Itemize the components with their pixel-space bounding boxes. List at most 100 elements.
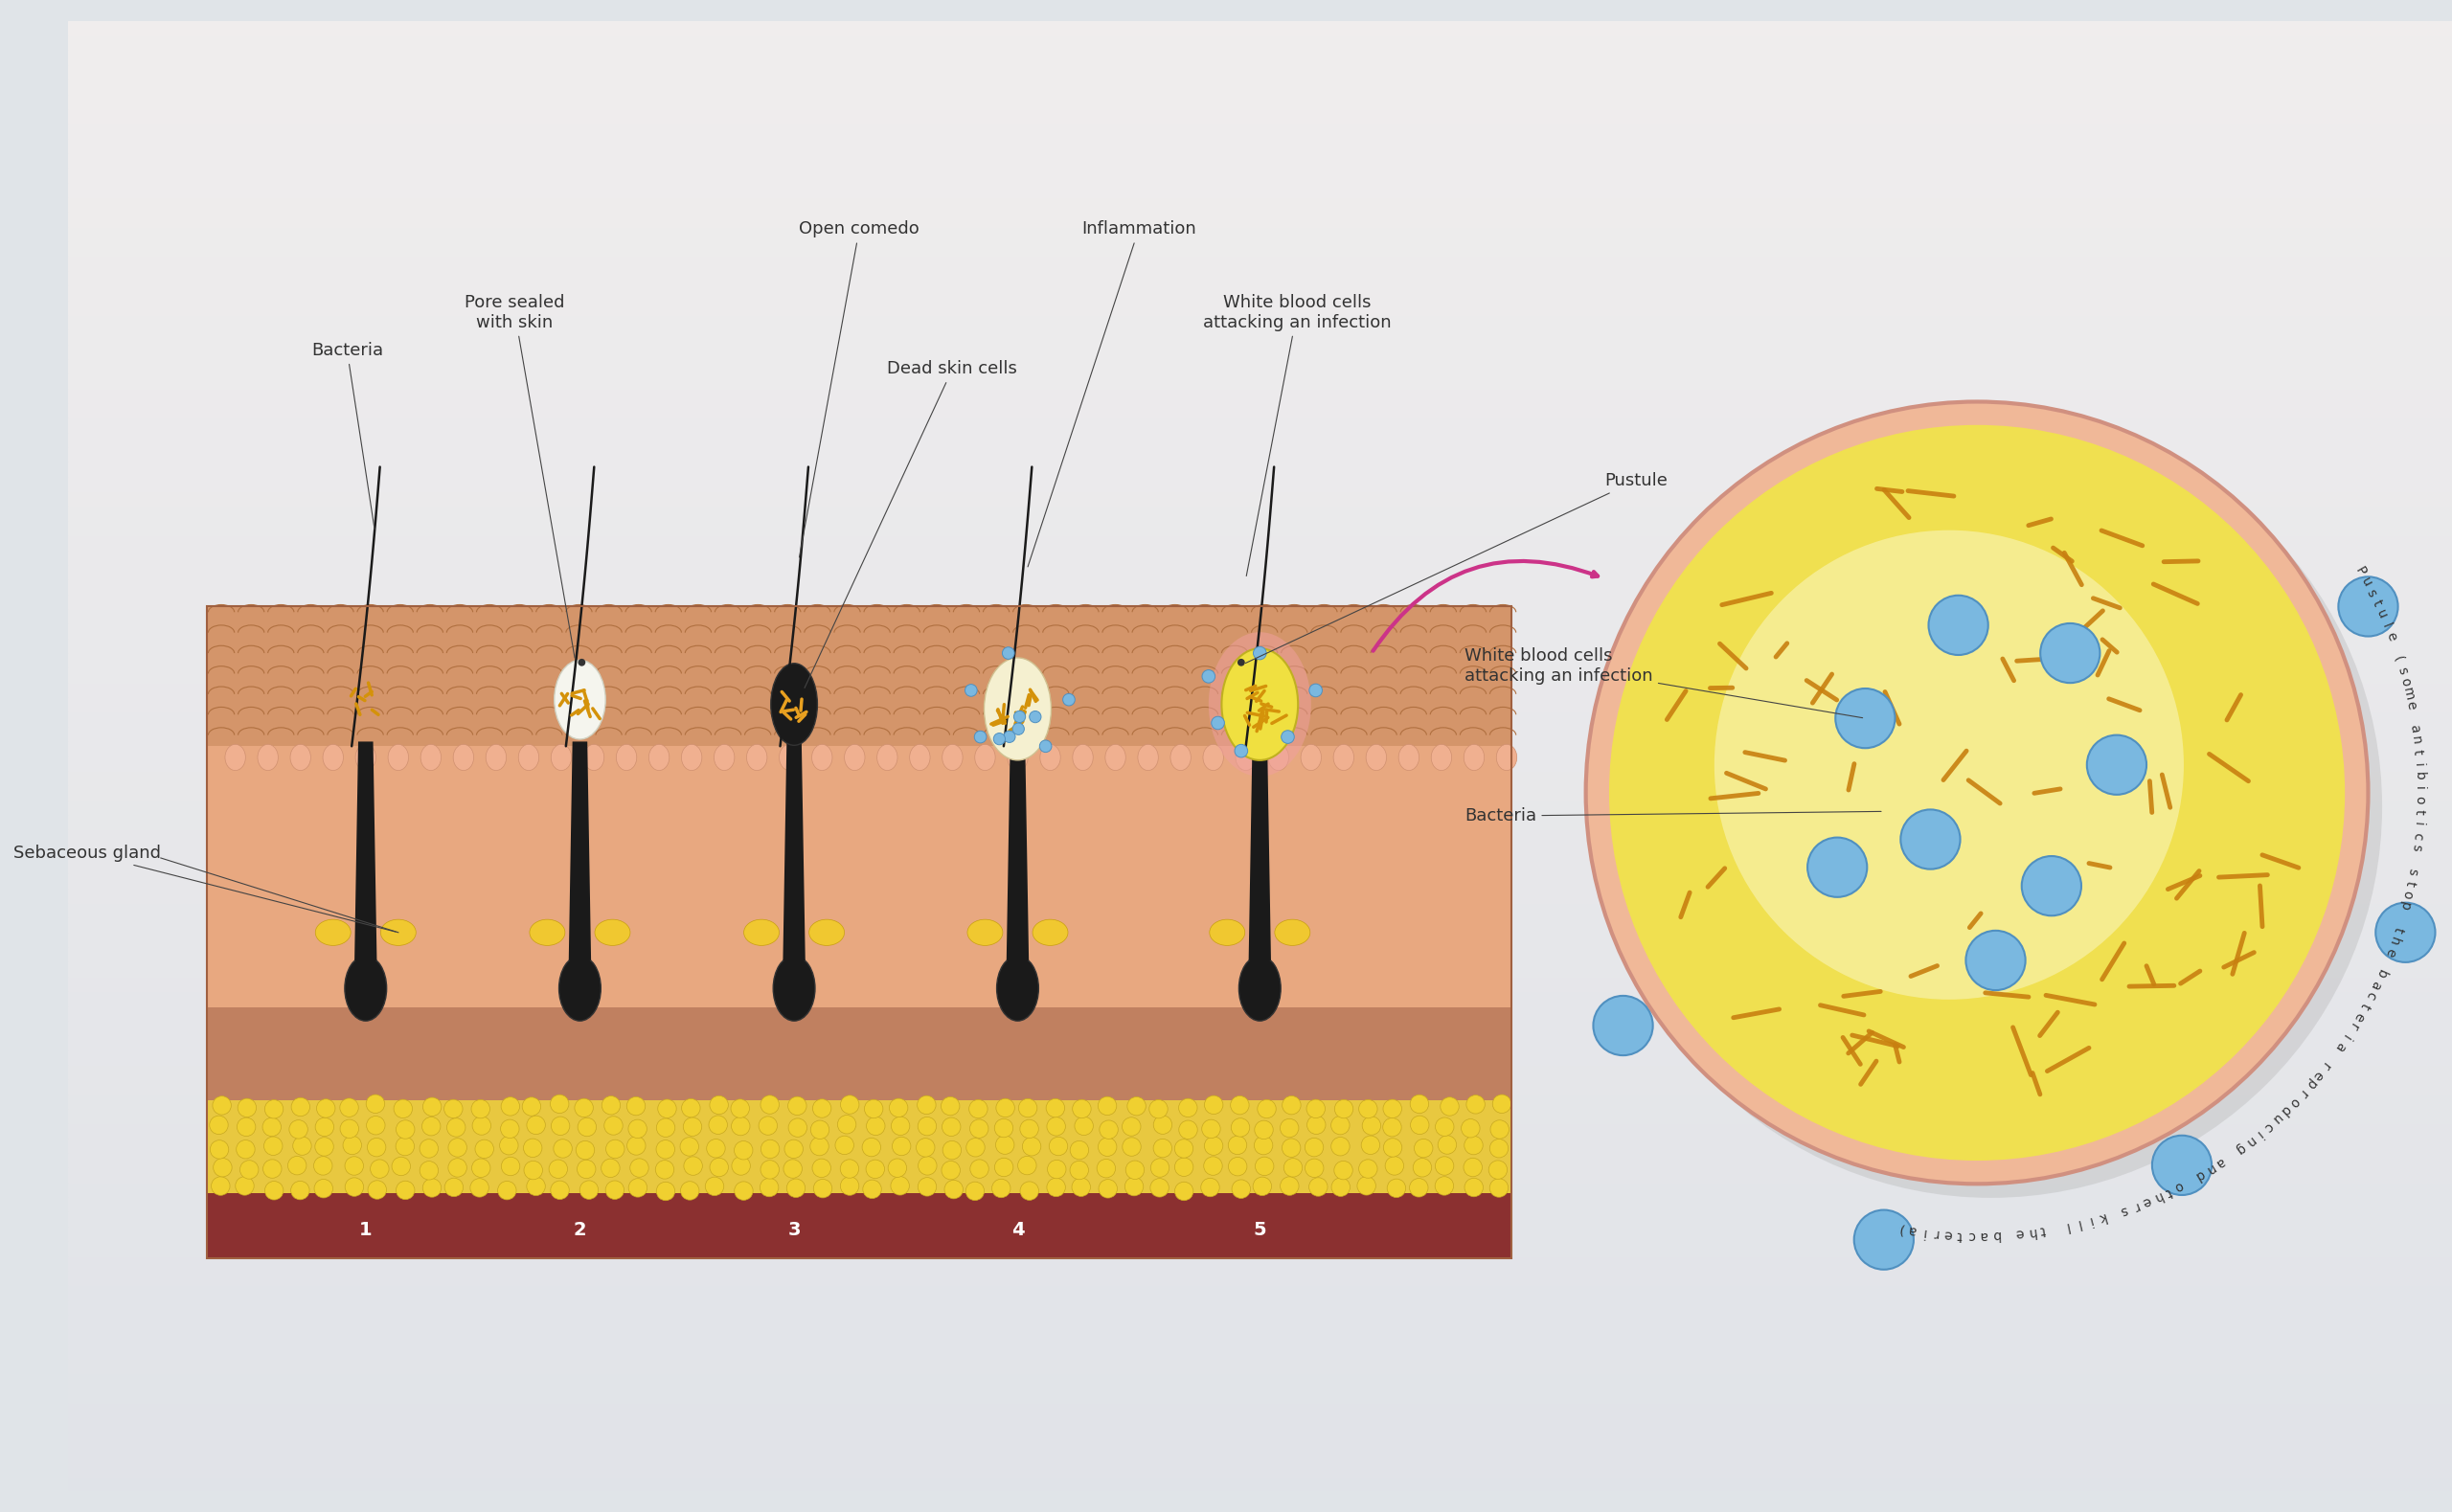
Circle shape bbox=[1236, 744, 1248, 758]
Circle shape bbox=[2153, 1136, 2212, 1194]
Bar bbox=[69, 242, 2452, 256]
Circle shape bbox=[657, 1119, 674, 1137]
Circle shape bbox=[314, 1179, 333, 1198]
Ellipse shape bbox=[1334, 744, 1354, 771]
Bar bbox=[69, 1095, 2452, 1108]
Circle shape bbox=[1410, 1178, 1427, 1198]
Circle shape bbox=[917, 1178, 937, 1196]
Circle shape bbox=[238, 1117, 255, 1136]
Bar bbox=[69, 697, 2452, 712]
Bar bbox=[69, 1211, 2452, 1226]
Circle shape bbox=[1331, 1178, 1351, 1196]
Bar bbox=[69, 1154, 2452, 1167]
Circle shape bbox=[1415, 1139, 1432, 1158]
Text: t: t bbox=[2413, 809, 2425, 815]
Circle shape bbox=[657, 1182, 674, 1201]
Text: o: o bbox=[2285, 1095, 2302, 1110]
Circle shape bbox=[1074, 1117, 1094, 1136]
Circle shape bbox=[890, 1176, 910, 1194]
FancyBboxPatch shape bbox=[208, 606, 1510, 747]
Circle shape bbox=[709, 1096, 728, 1114]
Circle shape bbox=[1098, 1096, 1116, 1116]
Circle shape bbox=[292, 1098, 309, 1116]
Bar bbox=[69, 1462, 2452, 1476]
Circle shape bbox=[1020, 1181, 1040, 1201]
Ellipse shape bbox=[257, 744, 277, 771]
Circle shape bbox=[1253, 647, 1265, 659]
Text: i: i bbox=[2339, 1031, 2354, 1042]
Circle shape bbox=[1047, 1160, 1067, 1178]
Circle shape bbox=[2023, 856, 2082, 916]
Text: Sebaceous gland: Sebaceous gland bbox=[12, 845, 395, 931]
Circle shape bbox=[346, 1178, 363, 1196]
Circle shape bbox=[1282, 1096, 1302, 1114]
Circle shape bbox=[1072, 1099, 1091, 1119]
Text: t: t bbox=[2040, 1223, 2047, 1237]
Circle shape bbox=[419, 1139, 439, 1158]
Circle shape bbox=[422, 1178, 441, 1198]
Circle shape bbox=[208, 1116, 228, 1134]
Ellipse shape bbox=[996, 956, 1040, 1021]
Ellipse shape bbox=[812, 744, 831, 771]
Circle shape bbox=[498, 1181, 517, 1199]
Polygon shape bbox=[1005, 741, 1030, 960]
Bar bbox=[69, 358, 2452, 373]
Text: Bacteria: Bacteria bbox=[311, 342, 383, 529]
Circle shape bbox=[292, 1137, 311, 1155]
Bar bbox=[69, 330, 2452, 345]
Circle shape bbox=[812, 1120, 829, 1139]
Circle shape bbox=[2339, 576, 2398, 637]
Ellipse shape bbox=[356, 744, 375, 771]
Circle shape bbox=[966, 1139, 986, 1157]
Circle shape bbox=[706, 1139, 726, 1158]
Circle shape bbox=[1069, 1142, 1089, 1160]
Circle shape bbox=[1098, 1137, 1116, 1157]
Circle shape bbox=[996, 1099, 1015, 1117]
Text: i: i bbox=[2087, 1214, 2094, 1228]
Bar bbox=[69, 80, 2452, 94]
Circle shape bbox=[1900, 809, 1959, 869]
Ellipse shape bbox=[714, 744, 736, 771]
Ellipse shape bbox=[1072, 744, 1094, 771]
Bar bbox=[69, 1432, 2452, 1447]
Bar bbox=[69, 94, 2452, 109]
Text: r: r bbox=[2295, 1087, 2310, 1099]
Circle shape bbox=[1334, 1099, 1354, 1119]
Circle shape bbox=[341, 1119, 358, 1139]
Circle shape bbox=[628, 1137, 645, 1155]
Circle shape bbox=[1464, 1178, 1483, 1196]
Text: Pustule: Pustule bbox=[1246, 472, 1667, 664]
Bar bbox=[69, 1476, 2452, 1491]
Text: Inflammation: Inflammation bbox=[1027, 221, 1197, 567]
Text: o: o bbox=[2398, 676, 2413, 688]
Bar bbox=[208, 1193, 1510, 1258]
Ellipse shape bbox=[878, 744, 897, 771]
Circle shape bbox=[1072, 1178, 1091, 1196]
Circle shape bbox=[1211, 717, 1224, 729]
Circle shape bbox=[1049, 1137, 1067, 1155]
Circle shape bbox=[1439, 1098, 1459, 1116]
Circle shape bbox=[289, 1120, 309, 1139]
Text: t: t bbox=[1957, 1228, 1962, 1241]
Circle shape bbox=[500, 1119, 520, 1139]
Circle shape bbox=[966, 1182, 983, 1201]
Circle shape bbox=[1255, 1120, 1273, 1139]
Polygon shape bbox=[569, 741, 591, 960]
Text: Dead skin cells: Dead skin cells bbox=[804, 360, 1018, 688]
Text: t: t bbox=[2356, 1001, 2371, 1012]
Bar bbox=[69, 227, 2452, 242]
Circle shape bbox=[395, 1099, 412, 1117]
Circle shape bbox=[841, 1176, 858, 1196]
Bar bbox=[69, 1329, 2452, 1344]
Text: a: a bbox=[2408, 724, 2423, 733]
Circle shape bbox=[287, 1157, 306, 1175]
Text: s: s bbox=[2396, 665, 2410, 676]
Circle shape bbox=[657, 1140, 674, 1158]
Circle shape bbox=[1967, 930, 2025, 990]
Text: o: o bbox=[2413, 795, 2425, 804]
Bar bbox=[69, 389, 2452, 404]
Bar bbox=[69, 565, 2452, 579]
Circle shape bbox=[449, 1139, 466, 1157]
Text: e: e bbox=[2310, 1067, 2324, 1083]
Ellipse shape bbox=[942, 744, 964, 771]
